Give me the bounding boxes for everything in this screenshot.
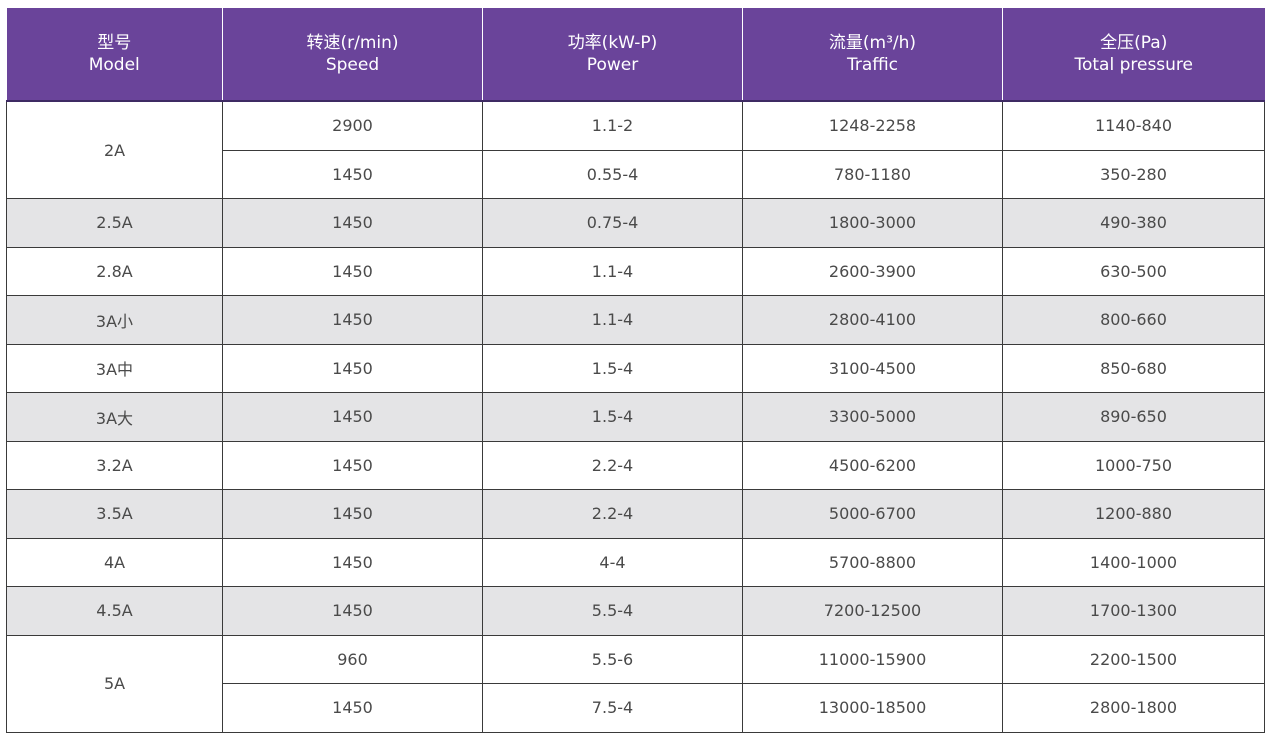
cell-pressure: 850-680: [1002, 344, 1265, 393]
cell-traffic: 2800-4100: [742, 295, 1003, 345]
cell-speed: 1450: [222, 344, 483, 393]
cell-model: 3.5A: [6, 489, 223, 539]
cell-speed: 1450: [222, 586, 483, 636]
cell-speed: 2900: [222, 101, 483, 151]
cell-power: 4-4: [482, 538, 743, 587]
cell-speed: 960: [222, 635, 483, 684]
cell-power: 5.5-6: [482, 635, 743, 684]
cell-model: 3A中: [6, 344, 223, 393]
cell-power: 1.1-2: [482, 101, 743, 151]
header-power-zh: 功率(kW-P): [567, 33, 658, 53]
cell-traffic: 3100-4500: [742, 344, 1003, 393]
header-pressure-en: Total pressure: [1074, 55, 1194, 75]
cell-speed: 1450: [222, 538, 483, 587]
header-model-zh: 型号: [97, 33, 132, 53]
cell-pressure: 1000-750: [1002, 441, 1265, 490]
cell-pressure: 1140-840: [1002, 101, 1265, 151]
cell-traffic: 1248-2258: [742, 101, 1003, 151]
cell-traffic: 3300-5000: [742, 392, 1003, 442]
table-row: 2.5A 1450 0.75-4 1800-3000 490-380: [6, 198, 1265, 248]
header-traffic: 流量(m³/h) Traffic: [742, 8, 1003, 102]
cell-traffic: 1800-3000: [742, 198, 1003, 248]
cell-pressure: 2800-1800: [1002, 683, 1265, 733]
cell-speed: 1450: [222, 392, 483, 442]
table-row: 5A 960 5.5-6 11000-15900 2200-1500: [6, 635, 1265, 733]
cell-model: 4.5A: [6, 586, 223, 636]
cell-power: 1.5-4: [482, 344, 743, 393]
header-speed-zh: 转速(r/min): [306, 33, 399, 53]
cell-speed: 1450: [222, 295, 483, 345]
cell-traffic: 11000-15900: [742, 635, 1003, 684]
table-row: 2.8A 1450 1.1-4 2600-3900 630-500: [6, 247, 1265, 296]
cell-power: 7.5-4: [482, 683, 743, 733]
cell-pressure: 890-650: [1002, 392, 1265, 442]
cell-power: 1.1-4: [482, 295, 743, 345]
header-power: 功率(kW-P) Power: [482, 8, 743, 102]
table-row: 3.5A 1450 2.2-4 5000-6700 1200-880: [6, 489, 1265, 539]
table-row: 1450 7.5-4 13000-18500 2800-1800: [7, 683, 1265, 733]
cell-speed: 1450: [222, 198, 483, 248]
header-power-en: Power: [586, 55, 639, 75]
cell-traffic: 2600-3900: [742, 247, 1003, 296]
cell-model: 3.2A: [6, 441, 223, 490]
cell-speed: 1450: [222, 441, 483, 490]
cell-traffic: 5000-6700: [742, 489, 1003, 539]
table-row: 1450 0.55-4 780-1180 350-280: [7, 150, 1265, 199]
cell-model: 2A: [6, 101, 223, 199]
header-traffic-en: Traffic: [846, 55, 899, 75]
cell-power: 2.2-4: [482, 489, 743, 539]
cell-pressure: 1700-1300: [1002, 586, 1265, 636]
table-row: 2A 2900 1.1-2 1248-2258 1140-840: [6, 101, 1265, 199]
cell-pressure: 800-660: [1002, 295, 1265, 345]
table-body: 2A 2900 1.1-2 1248-2258 1140-840 1450 0.55-4 78…: [6, 101, 1265, 733]
cell-speed: 1450: [222, 683, 483, 733]
header-pressure: 全压(Pa) Total pressure: [1002, 8, 1265, 102]
cell-pressure: 490-380: [1002, 198, 1265, 248]
cell-traffic: 5700-8800: [742, 538, 1003, 587]
cell-traffic: 780-1180: [742, 150, 1003, 199]
table-row: 3A中 1450 1.5-4 3100-4500 850-680: [6, 344, 1265, 393]
cell-power: 1.1-4: [482, 247, 743, 296]
cell-traffic: 7200-12500: [742, 586, 1003, 636]
cell-model: 3A小: [6, 295, 223, 345]
fan-spec-table: 型号 Model 转速(r/min) Speed 功率(kW-P) Power …: [6, 8, 1265, 733]
cell-model: 5A: [6, 635, 223, 733]
table-row: 4.5A 1450 5.5-4 7200-12500 1700-1300: [6, 586, 1265, 636]
cell-pressure: 350-280: [1002, 150, 1265, 199]
cell-pressure: 630-500: [1002, 247, 1265, 296]
cell-pressure: 1400-1000: [1002, 538, 1265, 587]
cell-power: 0.55-4: [482, 150, 743, 199]
header-model-en: Model: [88, 55, 140, 75]
table-row: 3A大 1450 1.5-4 3300-5000 890-650: [6, 392, 1265, 442]
cell-speed: 1450: [222, 489, 483, 539]
header-speed: 转速(r/min) Speed: [222, 8, 483, 102]
table-row: 4A 1450 4-4 5700-8800 1400-1000: [6, 538, 1265, 587]
table-header: 型号 Model 转速(r/min) Speed 功率(kW-P) Power …: [6, 8, 1265, 102]
cell-model: 4A: [6, 538, 223, 587]
header-row: 型号 Model 转速(r/min) Speed 功率(kW-P) Power …: [6, 8, 1265, 102]
cell-power: 5.5-4: [482, 586, 743, 636]
cell-model: 3A大: [6, 392, 223, 442]
table-row: 3.2A 1450 2.2-4 4500-6200 1000-750: [6, 441, 1265, 490]
spec-table-container: 型号 Model 转速(r/min) Speed 功率(kW-P) Power …: [6, 8, 1265, 733]
header-model: 型号 Model: [6, 8, 223, 102]
header-traffic-zh: 流量(m³/h): [828, 33, 917, 53]
cell-pressure: 2200-1500: [1002, 635, 1265, 684]
cell-speed: 1450: [222, 150, 483, 199]
cell-model: 2.5A: [6, 198, 223, 248]
cell-power: 1.5-4: [482, 392, 743, 442]
cell-power: 2.2-4: [482, 441, 743, 490]
table-row: 3A小 1450 1.1-4 2800-4100 800-660: [6, 295, 1265, 345]
cell-speed: 1450: [222, 247, 483, 296]
cell-pressure: 1200-880: [1002, 489, 1265, 539]
header-speed-en: Speed: [325, 55, 380, 75]
cell-traffic: 13000-18500: [742, 683, 1003, 733]
cell-power: 0.75-4: [482, 198, 743, 248]
cell-traffic: 4500-6200: [742, 441, 1003, 490]
cell-model: 2.8A: [6, 247, 223, 296]
header-pressure-zh: 全压(Pa): [1100, 33, 1168, 53]
